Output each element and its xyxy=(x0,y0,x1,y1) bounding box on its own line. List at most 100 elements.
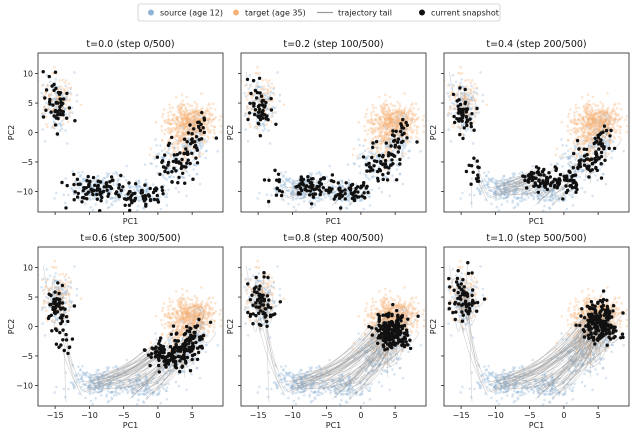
source-point xyxy=(304,192,308,196)
target-point xyxy=(592,102,596,106)
target-point xyxy=(591,124,594,128)
source-point xyxy=(110,196,114,200)
target-point xyxy=(592,117,595,120)
target-point xyxy=(582,132,586,136)
target-point xyxy=(390,119,394,122)
target-point xyxy=(33,106,36,109)
target-point xyxy=(575,155,579,158)
target-point xyxy=(412,107,416,110)
target-point xyxy=(587,134,590,138)
target-point xyxy=(213,125,217,128)
target-point xyxy=(453,104,456,107)
target-point xyxy=(462,97,466,101)
source-point xyxy=(502,174,506,178)
target-point xyxy=(208,117,212,121)
source-point xyxy=(247,87,251,90)
target-point xyxy=(182,122,186,126)
target-point xyxy=(406,140,410,143)
target-point xyxy=(389,118,393,121)
source-point xyxy=(391,174,394,177)
trajectory-tail xyxy=(537,184,559,196)
target-point xyxy=(447,111,451,115)
source-point xyxy=(582,139,585,142)
source-point xyxy=(473,193,476,197)
source-point xyxy=(297,203,301,206)
target-point xyxy=(593,117,596,120)
source-point xyxy=(475,187,479,190)
target-point xyxy=(171,130,174,133)
source-point xyxy=(525,192,529,195)
target-point xyxy=(380,104,383,107)
target-point xyxy=(185,114,189,117)
target-point xyxy=(377,122,381,125)
target-point xyxy=(587,99,591,103)
target-point xyxy=(192,111,196,114)
snapshot-point xyxy=(161,192,165,196)
target-point xyxy=(411,117,414,121)
snapshot-point xyxy=(328,189,333,193)
snapshot-point xyxy=(404,120,408,125)
source-point xyxy=(513,191,516,194)
source-point xyxy=(567,157,571,160)
source-point xyxy=(167,188,170,192)
source-point xyxy=(55,106,58,110)
source-point xyxy=(568,164,572,168)
snapshot-point xyxy=(177,175,181,180)
target-point xyxy=(597,112,600,115)
source-point xyxy=(570,168,574,172)
snapshot-point xyxy=(52,82,56,87)
target-point xyxy=(205,123,209,126)
target-point xyxy=(378,126,382,130)
target-point xyxy=(585,109,588,113)
source-point xyxy=(506,194,509,198)
snapshot-point xyxy=(332,197,336,201)
target-point xyxy=(597,108,600,111)
target-point xyxy=(603,119,606,123)
snapshot-point xyxy=(174,157,178,162)
target-point xyxy=(472,90,475,93)
source-point xyxy=(598,153,601,156)
source-point xyxy=(55,94,59,97)
target-point xyxy=(181,116,184,120)
target-point xyxy=(598,114,602,118)
target-point xyxy=(161,112,165,116)
target-point xyxy=(587,138,591,142)
source-point xyxy=(288,177,292,180)
target-point xyxy=(600,127,604,130)
source-point xyxy=(520,196,523,199)
source-point xyxy=(291,190,295,193)
target-point xyxy=(599,124,602,127)
source-point xyxy=(194,117,197,120)
target-point xyxy=(416,125,420,128)
target-point xyxy=(388,121,391,124)
target-point xyxy=(601,113,604,116)
target-point xyxy=(181,110,185,113)
target-point xyxy=(248,123,251,126)
source-point xyxy=(315,199,319,203)
trajectory-tail xyxy=(489,180,526,188)
legend-marker-target xyxy=(233,9,239,16)
target-point xyxy=(366,132,369,136)
target-point xyxy=(594,121,598,124)
target-point xyxy=(467,100,471,103)
target-point xyxy=(469,99,473,102)
source-point xyxy=(581,169,585,172)
target-point xyxy=(193,125,197,128)
source-point xyxy=(324,196,327,199)
target-point xyxy=(614,112,617,116)
target-point xyxy=(194,130,198,134)
source-point xyxy=(323,193,326,196)
target-point xyxy=(608,116,612,120)
source-point xyxy=(566,149,570,153)
target-point xyxy=(210,114,214,117)
source-point xyxy=(536,197,540,200)
source-point xyxy=(180,125,184,129)
target-point xyxy=(395,114,399,118)
source-point xyxy=(200,142,204,145)
target-point xyxy=(413,124,416,127)
target-point xyxy=(588,149,592,153)
source-point xyxy=(607,114,611,118)
snapshot-point xyxy=(65,116,69,120)
source-point xyxy=(205,149,208,152)
target-point xyxy=(588,118,591,121)
